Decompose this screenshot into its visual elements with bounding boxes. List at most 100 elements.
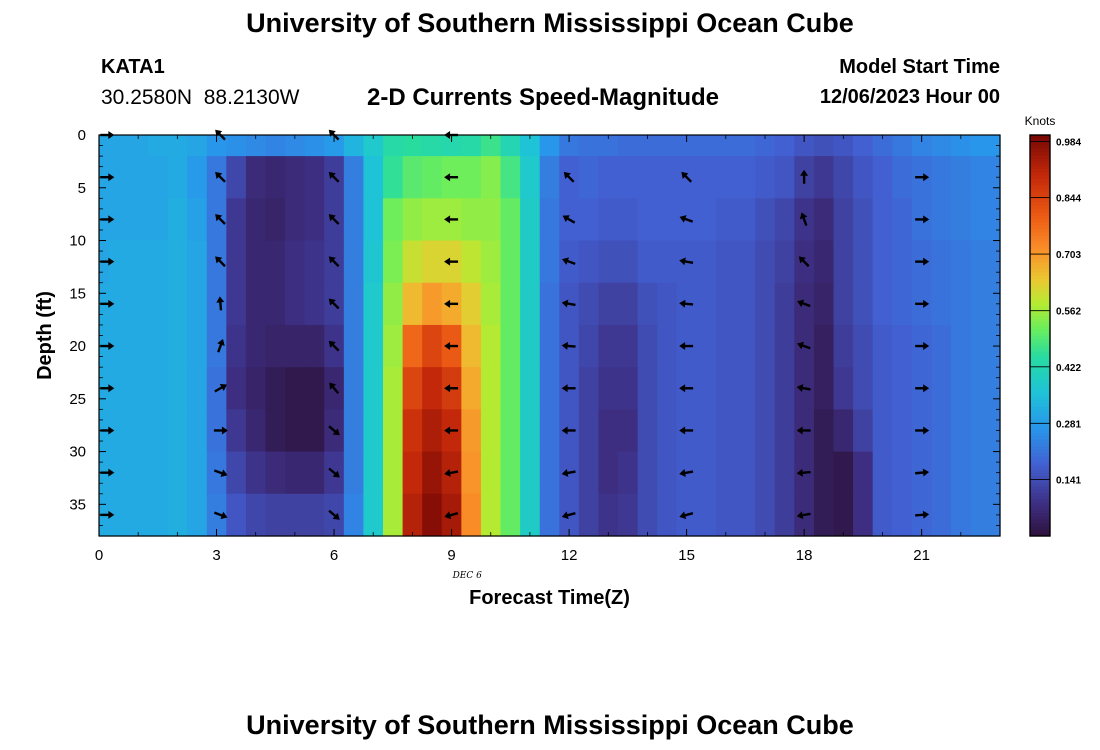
colorbar-segment: [1030, 525, 1050, 530]
heatmap-cell: [324, 135, 345, 157]
heatmap-cell: [108, 493, 129, 537]
colorbar-segment: [1030, 368, 1050, 373]
heatmap-cell: [755, 324, 776, 368]
heatmap-cell: [813, 135, 835, 157]
heatmap-cell: [422, 282, 443, 326]
heatmap-cell: [167, 135, 188, 157]
heatmap-cell: [363, 324, 384, 368]
heatmap-cell: [383, 367, 404, 410]
colorbar-segment: [1030, 532, 1050, 537]
heatmap-cell: [226, 367, 247, 410]
heatmap-cell: [559, 135, 580, 157]
y-tick-label: 20: [69, 338, 86, 355]
heatmap-cell: [304, 324, 325, 368]
heatmap-cell: [461, 156, 482, 199]
current-arrow-head: [108, 299, 115, 308]
current-arrow: [799, 212, 808, 226]
current-arrow: [214, 384, 227, 393]
heatmap-cell: [833, 135, 854, 157]
y-tick-label: 25: [69, 391, 86, 408]
heatmap-cell: [285, 493, 306, 537]
colorbar-segment: [1030, 168, 1050, 173]
heatmap-cell: [128, 240, 149, 284]
heatmap-cell: [245, 240, 267, 284]
heatmap-cell: [480, 135, 502, 157]
current-arrow: [800, 169, 809, 184]
current-arrow-head: [328, 214, 336, 222]
heatmap-cell: [500, 451, 521, 495]
heatmap-cell: [696, 240, 717, 284]
heatmap-cell: [304, 156, 325, 199]
product-title: 2-D Currents Speed-Magnitude: [367, 84, 720, 111]
heatmap-cell: [715, 156, 737, 199]
footer-title: University of Southern Mississippi Ocean…: [246, 710, 854, 740]
heatmap-cell: [794, 135, 815, 157]
heatmap-cell: [480, 493, 502, 537]
heatmap-cell: [774, 156, 795, 199]
colorbar-segment: [1030, 378, 1050, 383]
current-arrow-head: [562, 257, 570, 265]
colorbar-segment: [1030, 465, 1050, 470]
x-tick-label: 3: [212, 547, 220, 564]
heatmap-cell: [461, 367, 482, 410]
colorbar-segment: [1030, 489, 1050, 494]
current-arrow: [215, 214, 226, 225]
colorbar-segment: [1030, 208, 1050, 213]
current-arrow: [563, 171, 575, 183]
heatmap-cell: [970, 409, 1001, 453]
colorbar-segment: [1030, 415, 1050, 420]
heatmap-cell: [735, 240, 756, 284]
colorbar-segment: [1030, 145, 1050, 149]
heatmap-cell: [520, 324, 541, 368]
current-arrow-head: [444, 299, 451, 308]
heatmap-cell: [911, 135, 933, 157]
heatmap-cell: [245, 451, 267, 495]
current-arrow: [561, 511, 576, 520]
heatmap-cell: [970, 451, 1001, 495]
colorbar-segment: [1030, 372, 1050, 377]
current-arrow-head: [108, 468, 115, 477]
heatmap-cell: [265, 135, 286, 157]
y-tick-label: 15: [69, 285, 86, 302]
heatmap-cell: [931, 367, 952, 410]
heatmap-cell: [363, 451, 384, 495]
heatmap-cell: [872, 240, 893, 284]
current-arrow-head: [108, 173, 115, 182]
heatmap-cell: [108, 198, 129, 242]
current-arrow: [679, 426, 694, 435]
colorbar-segment: [1030, 181, 1050, 186]
heatmap-cell: [892, 282, 913, 326]
heatmap-cell: [892, 156, 913, 199]
current-arrow: [328, 340, 340, 352]
heatmap-cell: [108, 156, 129, 199]
heatmap-cell: [931, 135, 952, 157]
heatmap-cell: [285, 409, 306, 453]
current-arrow-head: [800, 169, 809, 176]
heatmap-cell: [187, 367, 208, 410]
heatmap-cell: [892, 451, 913, 495]
heatmap-cell: [578, 451, 600, 495]
heatmap-cell: [598, 409, 619, 453]
page-title: University of Southern Mississippi Ocean…: [246, 8, 854, 38]
heatmap-cell: [226, 493, 247, 537]
date-label: DEC 6: [452, 571, 483, 581]
axes: 0 3 6 9 12 15 18 21 0 5 10 15 20 25 30 35: [69, 127, 1001, 564]
heatmap-cell: [539, 451, 560, 495]
heatmap-cell: [245, 156, 267, 199]
heatmap-cell: [715, 367, 737, 410]
heatmap-cell: [657, 409, 678, 453]
current-arrow: [679, 299, 694, 308]
heatmap-cell: [872, 367, 893, 410]
colorbar-segment: [1030, 445, 1050, 450]
heatmap-cell: [872, 324, 893, 368]
heatmap-cell: [147, 367, 169, 410]
heatmap-cell: [539, 367, 560, 410]
heatmap-cell: [892, 493, 913, 537]
current-arrow: [444, 469, 459, 477]
heatmap-cell: [500, 324, 521, 368]
heatmap-cell: [715, 240, 737, 284]
heatmap-cell: [618, 240, 639, 284]
heatmap-cell: [657, 282, 678, 326]
heatmap-cell: [892, 409, 913, 453]
heatmap-cell: [735, 135, 756, 157]
